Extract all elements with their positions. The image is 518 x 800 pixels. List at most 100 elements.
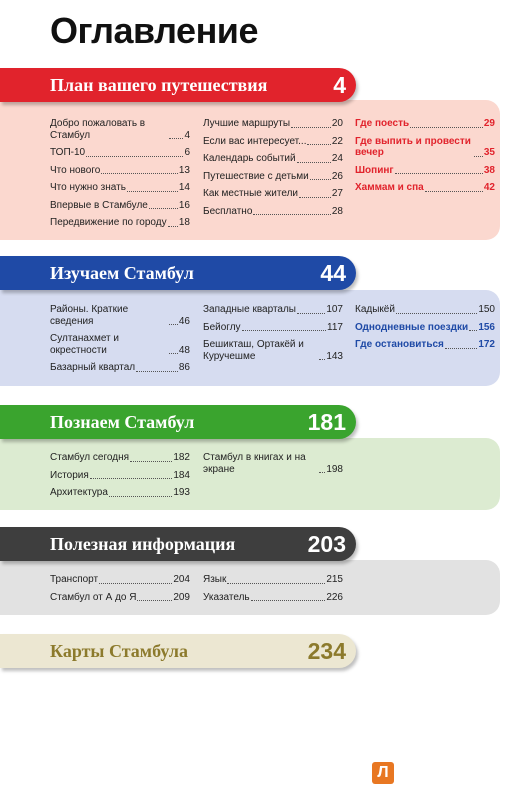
entry-text: Путешествие с детьми — [203, 170, 309, 182]
section-title: Карты Стамбула — [50, 640, 189, 661]
entry-text: Районы. Краткие сведения — [50, 304, 129, 327]
entry-page: 184 — [173, 469, 190, 481]
section-page: 203 — [307, 530, 346, 557]
section-page: 44 — [320, 259, 346, 286]
entry-page: 20 — [331, 118, 343, 129]
toc-entry: Районы. Краткие сведения 46 — [50, 304, 190, 327]
entry-page: 24 — [331, 153, 343, 164]
entry-page: 182 — [173, 452, 190, 463]
entry-page: 117 — [327, 321, 343, 333]
entry-text: Впервые в Стамбуле — [50, 199, 148, 211]
toc-column: Транспорт 204 Стамбул от А до Я 209 — [50, 574, 190, 609]
dot-leader — [227, 582, 326, 584]
toc-section: Районы. Краткие сведения 46 Султанахмет и … — [0, 290, 500, 386]
dot-leader — [250, 600, 326, 601]
entry-page: 22 — [331, 135, 343, 147]
toc-entry: Архитектура 193 — [50, 487, 190, 499]
entry-text: История — [50, 469, 89, 481]
dot-leader — [136, 370, 178, 372]
dot-leader — [469, 330, 478, 331]
entry-text: Где выпить и провести вечер — [355, 135, 471, 159]
dot-leader — [318, 472, 326, 473]
toc-column: Стамбул сегодня 182 История 184 Архитектура 1… — [50, 452, 190, 505]
dot-leader — [86, 155, 184, 157]
toc-entry: Если вас интересует... 22 — [203, 136, 343, 148]
entry-text: Стамбул от А до Я — [50, 591, 137, 603]
entry-page: 27 — [331, 188, 343, 199]
dot-leader — [99, 582, 173, 584]
dot-leader — [307, 144, 331, 145]
dot-leader — [137, 600, 173, 601]
entry-page: 204 — [173, 574, 190, 585]
entry-text: Передвижение по городу — [50, 217, 167, 228]
entry-page: 172 — [478, 339, 495, 350]
dot-leader — [169, 138, 184, 139]
toc-entry: Бесплатно 28 — [203, 206, 343, 218]
toc-entry: Где выпить и провести вечер 35 — [355, 136, 495, 159]
toc-entry: Указатель 226 — [203, 592, 343, 604]
entry-text: Однодневные поездки — [355, 321, 469, 333]
dot-leader — [296, 161, 331, 163]
dot-leader — [241, 330, 327, 331]
toc-entry: Султанахмет и окрестности 48 — [50, 333, 190, 356]
entry-page: 35 — [483, 147, 495, 158]
toc-section: Стамбул сегодня 182 История 184 Архитектура 1… — [0, 438, 500, 510]
toc-entry: ТОП-10 6 — [50, 147, 190, 159]
page-title: Оглавление — [50, 10, 258, 51]
entry-text: ТОП-10 — [50, 147, 86, 158]
entry-text: Архитектура — [50, 487, 108, 498]
toc-entry: Транспорт 204 — [50, 574, 190, 586]
entry-page: 46 — [178, 315, 190, 327]
entry-page: 38 — [483, 164, 495, 176]
toc-entry: Бейоглу 117 — [203, 322, 343, 334]
toc-entry: Бешикташ, Ортакёй и Куручешме 143 — [203, 339, 343, 362]
toc-entry: Что нового 13 — [50, 165, 190, 177]
toc-entry: Шопинг 38 — [355, 165, 495, 177]
entry-page: 209 — [173, 591, 190, 603]
section-page: 181 — [307, 408, 346, 435]
dot-leader — [444, 347, 478, 349]
entry-page: 86 — [178, 362, 190, 373]
toc-entry: Передвижение по городу 18 — [50, 217, 190, 229]
toc-entry: Язык 215 — [203, 574, 343, 586]
entry-text: Бешикташ, Ортакёй и Куручешме — [203, 339, 304, 362]
entry-page: 4 — [184, 129, 190, 141]
toc-entry: Стамбул сегодня 182 — [50, 452, 190, 464]
entry-text: Лучшие маршруты — [203, 118, 291, 129]
toc-column: Стамбул в книгах и на экране 198 — [203, 452, 343, 481]
toc-entry: Кадыкёй 150 — [355, 304, 495, 316]
entry-text: Указатель — [203, 591, 250, 603]
entry-page: 215 — [326, 574, 343, 585]
entry-text: Бейоглу — [203, 321, 241, 333]
section-header: Изучаем Стамбул 44 — [0, 256, 356, 290]
entry-text: Кадыкёй — [355, 304, 395, 315]
dot-leader — [169, 324, 178, 325]
section-page: 234 — [307, 637, 346, 664]
toc-entry: Лучшие маршруты 20 — [203, 118, 343, 130]
publisher-logo: Л — [372, 762, 394, 784]
dot-leader — [299, 196, 331, 198]
entry-text: Что нового — [50, 164, 101, 176]
entry-text: Язык — [203, 574, 227, 585]
dot-leader — [474, 155, 483, 157]
toc-column: Лучшие маршруты 20 Если вас интересует... 2… — [203, 118, 343, 223]
dot-leader — [319, 359, 326, 360]
toc-section: Добро пожаловать в Стамбул 4 ТОП-10 6 Что но… — [0, 100, 500, 240]
dot-leader — [291, 126, 331, 128]
entry-page: 226 — [326, 591, 343, 603]
toc-entry: Западные кварталы 107 — [203, 304, 343, 316]
toc-entry: Календарь событий 24 — [203, 153, 343, 165]
entry-text: Добро пожаловать в Стамбул — [50, 118, 146, 141]
toc-entry: Базарный квартал 86 — [50, 362, 190, 374]
dot-leader — [108, 495, 173, 497]
entry-text: Западные кварталы — [203, 304, 296, 315]
entry-page: 150 — [478, 304, 495, 315]
entry-text: Стамбул в книгах и на экране — [203, 452, 306, 475]
section-title: Познаем Стамбул — [50, 411, 195, 432]
entry-text: Шопинг — [355, 164, 394, 176]
toc-column: Районы. Краткие сведения 46 Султанахмет и … — [50, 304, 190, 380]
entry-page: 29 — [483, 118, 495, 129]
toc-entry: Однодневные поездки 156 — [355, 322, 495, 334]
entry-text: Что нужно знать — [50, 182, 126, 193]
